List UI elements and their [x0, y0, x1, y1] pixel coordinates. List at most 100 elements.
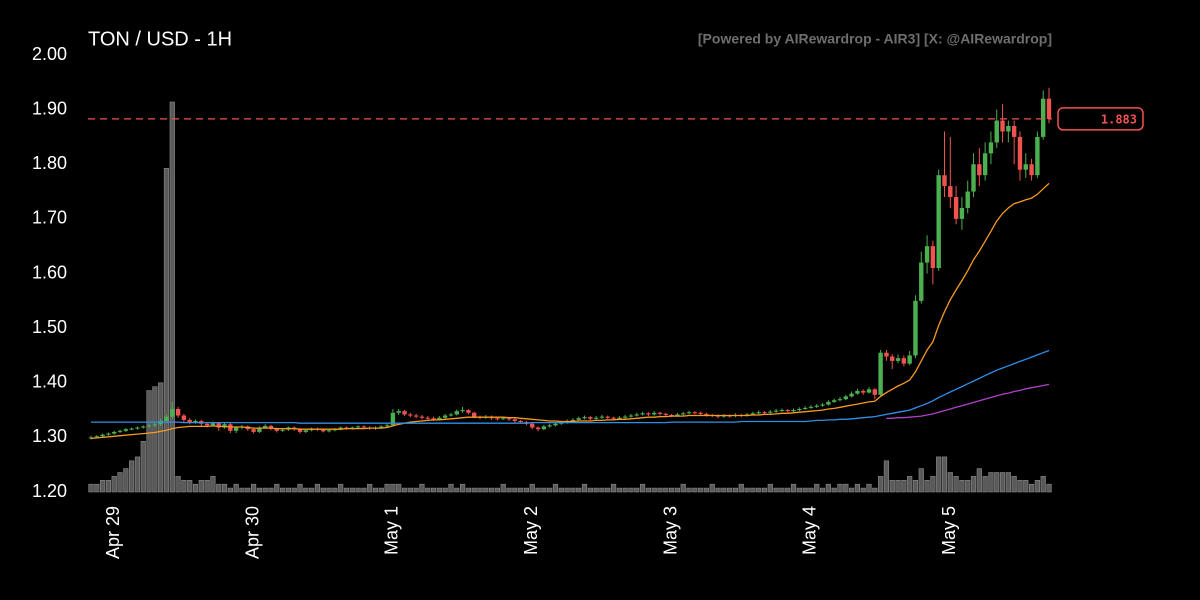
candle-body [106, 433, 111, 435]
volume-bar [848, 487, 855, 493]
candle-body [576, 418, 581, 420]
volume-bar [274, 483, 280, 493]
volume-bar [94, 483, 100, 493]
candle-body [280, 429, 285, 431]
volume-bar [552, 483, 559, 493]
volume-bar [390, 483, 396, 493]
candle-body [216, 423, 221, 428]
candle-body [588, 417, 593, 419]
volume-bar [767, 483, 773, 493]
volume-bar [831, 487, 837, 493]
volume-bar [372, 487, 379, 493]
volume-bar [889, 479, 895, 493]
volume-bar [587, 487, 593, 493]
volume-bar [907, 476, 913, 493]
volume-bar [129, 460, 135, 493]
candle-body [425, 417, 430, 419]
volume-bar [1017, 479, 1023, 493]
volume-bar [268, 487, 274, 493]
candle-body [611, 417, 616, 419]
candle-body [802, 407, 808, 409]
last-price-label: 1.883 [1101, 112, 1137, 126]
candle-body [251, 429, 256, 432]
volume-bar [430, 487, 437, 493]
candle-body [506, 418, 512, 420]
candle-body [982, 153, 988, 176]
candle-body [129, 428, 134, 430]
volume-bar [698, 487, 704, 493]
volume-bar [703, 487, 710, 493]
volume-bar [541, 487, 547, 493]
candle-body [1023, 164, 1028, 170]
candle-body [831, 400, 837, 402]
volume-bar [750, 487, 756, 493]
volume-bar [367, 483, 373, 493]
candle-body [692, 412, 698, 414]
volume-bar [465, 487, 471, 493]
candle-body [152, 424, 158, 426]
volume-bar [378, 487, 384, 493]
volume-bar [982, 476, 988, 493]
candle-body [355, 426, 361, 428]
volume-bar [523, 487, 530, 493]
volume-bar [564, 487, 570, 493]
volume-bar [692, 487, 698, 493]
candle-body [646, 413, 651, 415]
volume-bar [314, 483, 321, 493]
volume-bar [436, 487, 442, 493]
volume-bar [459, 483, 466, 493]
volume-bar [152, 386, 158, 493]
volume-bar [947, 472, 953, 493]
volume-bar [1023, 479, 1029, 493]
y-tick-label: 2.00 [32, 44, 67, 64]
volume-bar [639, 483, 646, 493]
candle-body [175, 408, 181, 416]
candle-body [396, 411, 401, 413]
volume-bar [320, 487, 326, 493]
volume-bar [175, 476, 181, 493]
candle-body [605, 416, 610, 418]
candle-body [1035, 136, 1040, 176]
volume-bar [802, 487, 808, 493]
candle-body [466, 410, 471, 413]
volume-bar [163, 168, 170, 493]
candle-body [1000, 120, 1005, 132]
candle-body [262, 425, 268, 428]
volume-bar [146, 390, 152, 493]
volume-bar [837, 483, 843, 493]
volume-bar [407, 487, 413, 493]
volume-bar [761, 487, 768, 493]
volume-bar [814, 483, 820, 493]
volume-bar [779, 487, 785, 493]
volume-bar [709, 483, 715, 493]
candle-body [582, 417, 587, 419]
volume-bar [680, 483, 686, 493]
y-tick-label: 1.40 [32, 372, 67, 392]
candle-body [431, 418, 436, 420]
candle-body [953, 197, 959, 219]
volume-bar [570, 487, 576, 493]
y-tick-label: 1.70 [32, 208, 67, 228]
x-tick-label: May 4 [800, 506, 820, 555]
volume-bar [616, 487, 622, 493]
candle-body [112, 431, 117, 434]
volume-bar [895, 479, 901, 493]
volume-bar [100, 479, 106, 493]
volume-bar [988, 472, 994, 493]
volume-bar [918, 468, 924, 493]
volume-bar [297, 483, 303, 493]
candle-body [547, 425, 552, 427]
volume-bar [500, 483, 506, 493]
volume-bar [227, 487, 233, 493]
volume-bar [994, 472, 1000, 493]
volume-bar [518, 487, 524, 493]
volume-bar [158, 382, 164, 493]
candle-body [651, 412, 657, 415]
volume-bar [866, 483, 872, 493]
candle-body [948, 186, 953, 198]
volume-bar [970, 476, 977, 493]
volume-bar [343, 487, 350, 493]
candle-body [866, 389, 872, 393]
candle-body [164, 416, 169, 421]
